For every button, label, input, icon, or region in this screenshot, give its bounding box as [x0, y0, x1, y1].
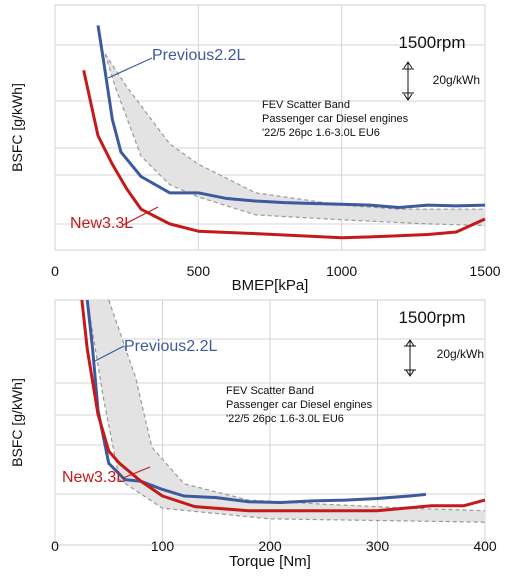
scale-bar-label: 20g/kWh: [437, 347, 484, 361]
scatter-band-annotation: FEV Scatter Band: [262, 99, 350, 111]
new-label-leader: [122, 466, 151, 479]
x-tick-label: 100: [151, 538, 175, 554]
scale-bar-label: 20g/kWh: [433, 73, 480, 87]
x-tick-label: 0: [51, 263, 59, 279]
series-line-new: [80, 299, 486, 513]
scatter-band-annotation: '22/5 26pc 1.6-3.0L EU6: [226, 413, 344, 425]
scatter-band-annotation: FEV Scatter Band: [226, 385, 314, 397]
scatter-band-annotation: Passenger car Diesel engines: [226, 399, 373, 411]
x-axis-label: BMEP[kPa]: [232, 277, 309, 294]
y-axis-label: BSFC [g/kWh]: [9, 378, 25, 467]
scatter-band-annotation: Passenger car Diesel engines: [262, 113, 409, 125]
scale-bar-arrow-down: [405, 369, 415, 377]
y-axis-label: BSFC [g/kWh]: [9, 83, 25, 172]
x-tick-label: 400: [473, 538, 497, 554]
scatter-band-lower-edge: [86, 299, 486, 523]
x-tick-label: 1500: [469, 263, 500, 279]
bmep-chart: 0 500 1000 1500 BMEP[kPa] BSFC [g/kWh] 1500rpm…: [9, 4, 501, 294]
torque-chart: 0 100 200 300 400 Torque [Nm] BSFC [g/kWh] 1500…: [9, 299, 497, 570]
scale-bar-arrow-up: [405, 339, 415, 347]
series-line-new: [82, 70, 486, 240]
series-label-new: New3.3L: [70, 215, 133, 232]
series-line-previous: [96, 25, 486, 210]
scatter-band-lower-edge: [104, 53, 486, 227]
rpm-label: 1500rpm: [398, 308, 465, 327]
scatter-band-upper-edge: [104, 53, 485, 210]
scatter-band-annotation: '22/5 26pc 1.6-3.0L EU6: [262, 127, 380, 139]
series-label-previous: Previous2.2L: [152, 47, 245, 64]
x-tick-label: 0: [51, 538, 59, 554]
series-label-new: New3.3L: [62, 469, 125, 486]
x-tick-label: 500: [187, 263, 211, 279]
rpm-label: 1500rpm: [398, 33, 465, 52]
x-tick-label: 300: [366, 538, 390, 554]
previous-label-leader: [92, 345, 125, 363]
scale-bar-arrow-down: [403, 93, 413, 101]
x-tick-label: 200: [258, 538, 282, 554]
new-label-leader: [122, 206, 159, 226]
x-axis-label: Torque [Nm]: [229, 553, 311, 570]
previous-label-leader: [107, 57, 153, 79]
x-tick-label: 1000: [326, 263, 357, 279]
series-label-previous: Previous2.2L: [124, 338, 217, 355]
scatter-band-area: [105, 54, 486, 226]
scale-bar-arrow-up: [403, 61, 413, 69]
